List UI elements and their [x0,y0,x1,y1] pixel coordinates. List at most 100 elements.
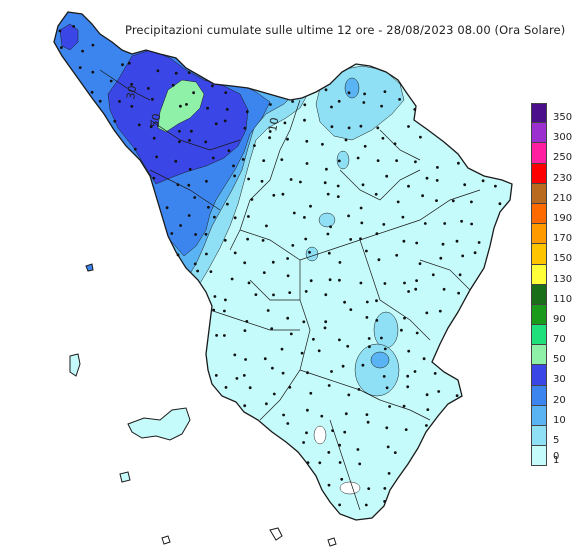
map-title: Precipitazioni cumulate sulle ultime 12 … [125,23,566,37]
station-dot [109,79,113,83]
station-dot [380,336,383,340]
band-5-patch [313,425,327,445]
station-dot [383,90,387,93]
station-dot [340,477,344,481]
station-dot [187,214,191,217]
station-dot [338,261,342,264]
station-dot [363,92,366,96]
legend-label: 20 [553,394,566,406]
station-dot [306,371,309,375]
station-dot [365,413,369,416]
legend-row: 250 [531,143,581,164]
station-dot [292,211,296,215]
station-dot [442,287,446,291]
band-5-patch [318,212,336,228]
station-dot [343,430,347,434]
band-5-patch [305,246,319,262]
station-dot [289,178,293,181]
station-dot [338,461,342,464]
island-gorgona [85,263,94,272]
islands [69,263,337,547]
station-dot [425,393,429,397]
legend-label: 350 [553,112,573,123]
station-dot [461,254,465,258]
station-dot [81,49,84,53]
station-dot [356,448,360,451]
legend-swatch [531,446,547,467]
station-dot [179,104,182,108]
station-dot [415,331,419,335]
station-dot [121,63,124,67]
region-outline [53,11,513,521]
legend-label: 190 [553,212,573,224]
station-dot [213,295,217,298]
station-dot [451,199,455,203]
station-dot [324,293,328,297]
station-dot [204,140,208,144]
station-dot [361,183,365,187]
station-dot [165,206,169,210]
station-dot [243,126,247,130]
legend-swatch [531,426,547,447]
station-dot [406,385,410,389]
station-dot [336,195,340,199]
station-dot [359,206,363,210]
station-dot [233,216,237,220]
station-dot [376,126,380,130]
station-dot [272,193,276,197]
station-dot [327,451,331,454]
station-dot [362,101,366,104]
island-capraia [69,353,81,377]
station-dot [329,225,332,229]
legend-row: 5 [531,426,581,447]
station-dot [413,108,417,111]
station-dot [368,345,371,349]
station-dot [323,326,327,330]
station-dot [376,159,380,163]
station-dot [347,214,350,218]
station-dot [289,332,293,336]
station-dot [268,130,272,133]
station-dot [366,420,370,424]
station-dot [330,105,333,109]
station-dot [326,192,330,196]
station-dot [438,309,442,313]
station-dot [393,451,397,454]
station-dot [137,123,141,127]
legend-swatch [531,143,547,164]
legend-row: 20 [531,385,581,406]
station-dot [179,224,183,227]
station-dot [306,408,309,412]
station-dot [248,386,252,390]
station-dot [383,347,387,351]
station-dot [302,441,305,444]
station-dot [91,43,95,47]
station-dot [190,129,193,133]
station-dot [268,136,271,140]
station-dot [223,119,227,123]
station-dot [395,159,398,163]
station-dot [280,347,284,351]
precipitation-legend: 350 300 250 230 210 190 170 150 130 110 90 70 50 30 20… [531,103,581,467]
station-dot [90,90,94,94]
station-dot [414,287,418,291]
station-dot [407,184,410,188]
station-dot [233,353,237,357]
station-dot [455,394,459,397]
station-dot [155,155,159,159]
station-dot [286,316,290,320]
station-dot [481,179,485,183]
station-dot [356,156,360,160]
station-dot [288,385,292,389]
legend-row: 30 [531,365,581,386]
contour-label-10: 10 [266,116,281,132]
legend-swatch [531,365,547,386]
station-dot [435,199,438,203]
station-dot [375,319,379,322]
station-dot [291,244,295,247]
station-dot [403,281,406,285]
station-dot [245,320,249,323]
station-dot [309,391,313,395]
station-dot [423,222,427,225]
station-dot [235,377,239,380]
